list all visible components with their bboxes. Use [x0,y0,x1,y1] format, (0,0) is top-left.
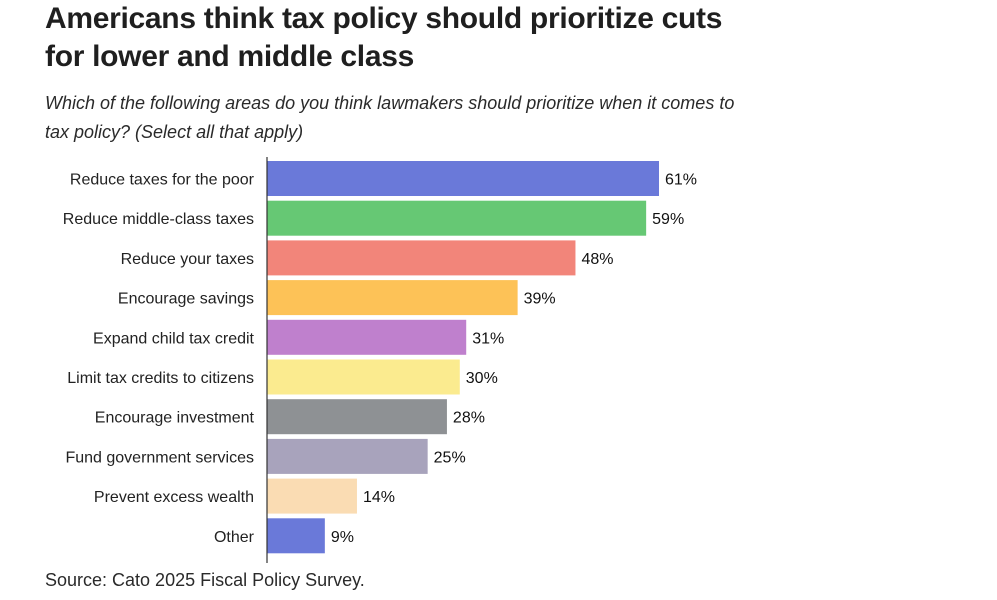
value-label: 14% [363,489,395,506]
bar-6 [267,399,447,435]
source-note: Source: Cato 2025 Fiscal Policy Survey. [45,570,365,590]
value-label: 48% [581,251,613,268]
bar-8 [267,478,357,514]
bar-7 [267,438,428,474]
value-label: 9% [331,529,354,546]
category-label: Prevent excess wealth [94,489,254,506]
value-label: 59% [652,211,684,228]
category-label: Limit tax credits to citizens [67,370,254,387]
bar-4 [267,319,467,355]
bar-0 [267,161,659,196]
category-label: Fund government services [65,449,254,466]
bar-2 [267,240,576,276]
value-label: 25% [434,449,466,466]
bar-9 [267,518,325,554]
category-label: Encourage investment [95,410,255,427]
bars-group: Reduce taxes for the poor 61% Reduce middl… [63,161,697,554]
category-label: Reduce taxes for the poor [70,172,255,189]
category-label: Other [214,529,255,546]
value-label: 31% [472,330,504,347]
chart-title: Americans think tax policy should priori… [45,2,723,73]
category-label: Encourage savings [118,291,254,308]
bar-1 [267,200,647,236]
value-label: 28% [453,410,485,427]
bar-3 [267,280,518,316]
category-label: Reduce your taxes [121,251,254,268]
value-label: 39% [524,291,556,308]
category-label: Reduce middle-class taxes [63,211,254,228]
chart-subtitle: Which of the following areas do you thin… [45,93,735,142]
value-label: 30% [466,370,498,387]
bar-5 [267,359,460,395]
category-label: Expand child tax credit [93,330,255,347]
value-label: 61% [665,172,697,189]
